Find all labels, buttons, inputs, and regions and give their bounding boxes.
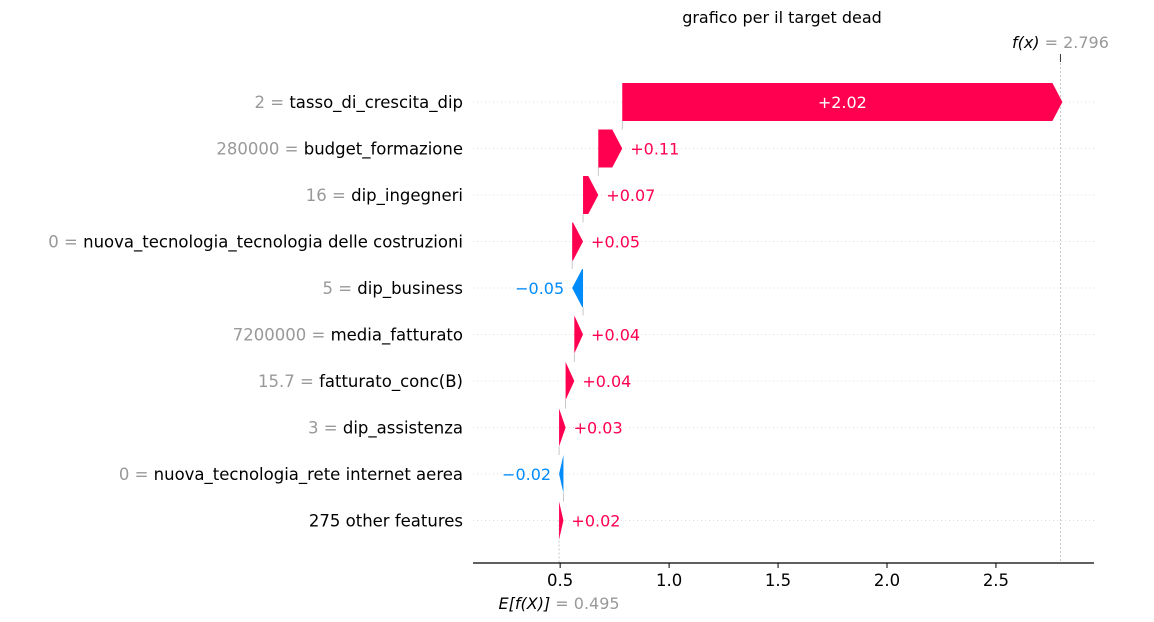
feature-value: 2: [254, 93, 265, 112]
negative-bar: [559, 455, 564, 493]
feature-name: media_fatturato: [331, 326, 463, 346]
positive-bar: [598, 129, 623, 168]
bar-value-label: +2.02: [818, 93, 867, 112]
bar-value-label: +0.11: [630, 140, 679, 159]
feature-value: 7200000: [233, 326, 307, 345]
base-value-math: E[f(X)]: [499, 594, 551, 613]
feature-name: tasso_di_crescita_dip: [289, 93, 463, 113]
feature-label: 0 = nuova_tecnologia_rete internet aerea: [119, 465, 463, 485]
bar-value-label: +0.04: [582, 372, 631, 391]
output-value-label: f(x) = 2.796: [1012, 33, 1109, 52]
negative-bar: [572, 269, 584, 307]
x-tick-label: 1.0: [656, 571, 682, 590]
bar-value-label: +0.04: [591, 326, 640, 345]
feature-label: 275 other features: [309, 512, 463, 531]
feature-name: dip_ingegneri: [351, 186, 463, 206]
x-tick-label: 2.5: [983, 571, 1009, 590]
feature-name: fatturato_conc(B): [319, 372, 463, 392]
feature-label: 2 = tasso_di_crescita_dip: [254, 93, 463, 113]
feature-value: 16: [306, 186, 327, 205]
x-tick-label: 1.5: [765, 571, 791, 590]
feature-label: 3 = dip_assistenza: [308, 419, 463, 439]
positive-bar: [559, 408, 566, 447]
positive-bar: [574, 315, 584, 354]
feature-name: 275 other features: [309, 512, 463, 531]
feature-label: 16 = dip_ingegneri: [306, 186, 463, 206]
feature-label: 280000 = budget_formazione: [216, 140, 463, 160]
feature-name: nuova_tecnologia_rete internet aerea: [154, 465, 463, 485]
bar-value-label: +0.05: [591, 233, 640, 252]
feature-name: dip_business: [357, 279, 463, 299]
feature-label: 15.7 = fatturato_conc(B): [258, 372, 463, 392]
x-tick-label: 0.5: [547, 571, 573, 590]
feature-value: 15.7: [258, 372, 295, 391]
feature-name: dip_assistenza: [343, 419, 463, 439]
chart-title: grafico per il target dead: [682, 8, 882, 27]
bar-value-label: −0.05: [515, 279, 564, 298]
bar-value-label: +0.03: [574, 419, 623, 438]
feature-value: 5: [322, 279, 333, 298]
feature-label: 7200000 = media_fatturato: [233, 326, 463, 346]
feature-label: 0 = nuova_tecnologia_tecnologia delle co…: [48, 233, 463, 253]
base-value-label: E[f(X)] = 0.495: [499, 594, 620, 613]
positive-bar: [565, 362, 575, 400]
bar-value-label: +0.07: [606, 186, 655, 205]
output-value-number: 2.796: [1063, 33, 1109, 52]
positive-bar: [622, 83, 1063, 121]
positive-bar: [559, 501, 564, 540]
bar-value-label: −0.02: [502, 465, 551, 484]
output-value-math: f(x): [1012, 33, 1040, 52]
feature-name: budget_formazione: [304, 140, 463, 160]
feature-name: nuova_tecnologia_tecnologia delle costru…: [83, 233, 463, 253]
feature-value: 0: [119, 465, 130, 484]
bar-value-label: +0.02: [571, 512, 620, 531]
feature-value: 280000: [216, 140, 279, 159]
positive-bar: [572, 222, 584, 261]
positive-bar: [583, 176, 599, 214]
base-value-number: 0.495: [574, 594, 620, 613]
x-tick-label: 2.0: [874, 571, 900, 590]
feature-value: 0: [48, 233, 59, 252]
feature-label: 5 = dip_business: [322, 279, 463, 299]
feature-value: 3: [308, 419, 319, 438]
